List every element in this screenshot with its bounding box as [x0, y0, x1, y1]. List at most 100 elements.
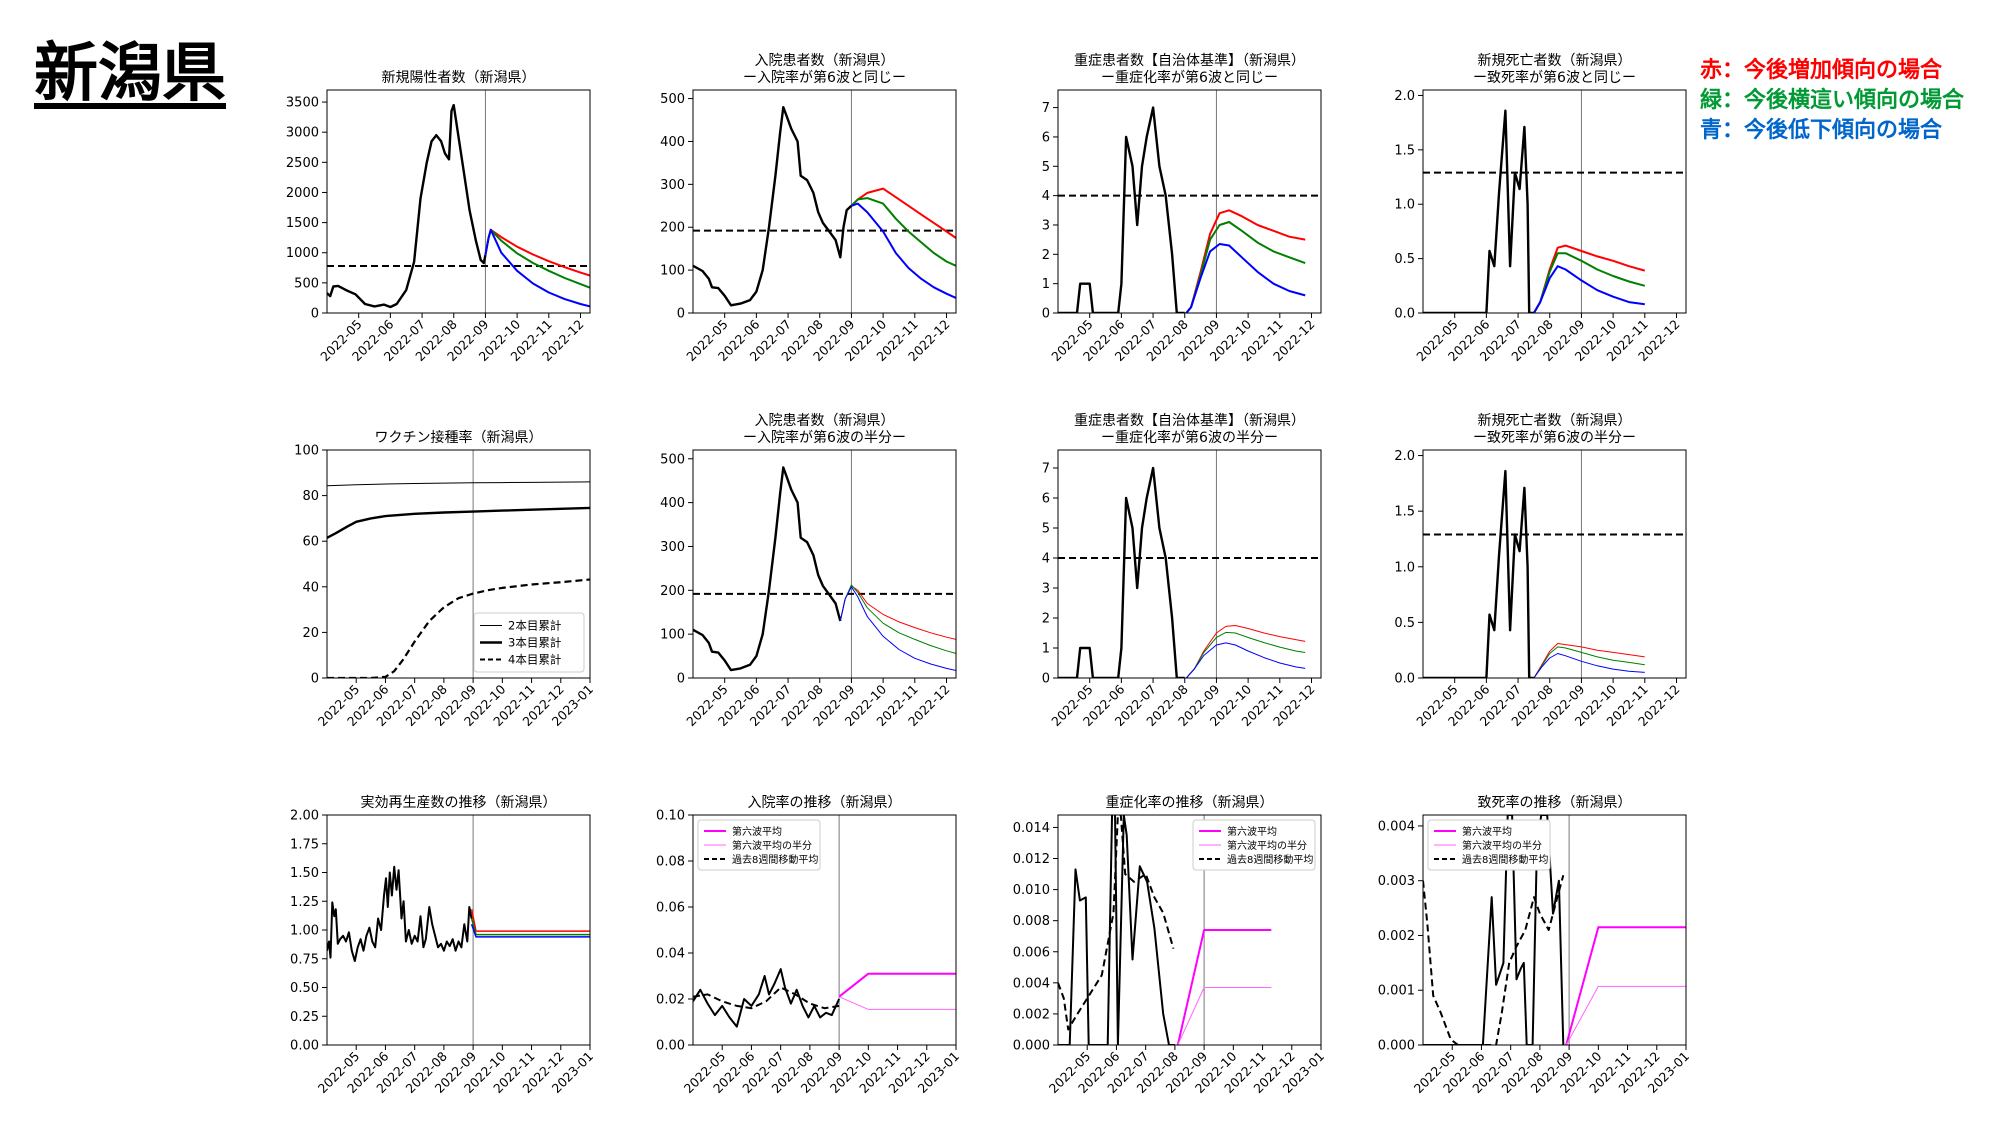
- y-tick-label: 2.0: [1394, 449, 1415, 464]
- y-tick-label: 400: [660, 496, 685, 511]
- y-tick-label: 200: [660, 584, 685, 599]
- y-tick-label: 0.001: [1378, 984, 1415, 999]
- scenario-flat-label: 緑：今後横這い傾向の場合: [1700, 88, 1965, 113]
- chart-title: 致死率の推移（新潟県）: [1478, 794, 1632, 811]
- series-decrease-line: [1533, 653, 1645, 678]
- y-tick-label: 0.00: [290, 1039, 319, 1054]
- y-tick-label: 0.00: [656, 1039, 685, 1054]
- series-actual-line: [1058, 466, 1185, 678]
- plot-frame: [326, 449, 591, 679]
- legend-label: 過去8週間移動平均: [732, 853, 818, 866]
- series-wave6_half-line: [1565, 985, 1686, 1045]
- series-actual-line: [693, 986, 840, 1010]
- chart-title: ー致死率が第6波の半分ー: [1473, 429, 1636, 446]
- y-tick-label: 0.012: [1013, 852, 1050, 867]
- y-tick-label: 1: [1042, 277, 1050, 292]
- series-actual-line: [693, 968, 841, 1028]
- chart-title: ー入院率が第6波の半分ー: [743, 429, 906, 446]
- y-tick-label: 500: [660, 92, 685, 107]
- y-tick-label: 2.0: [1394, 89, 1415, 104]
- legend-label: 過去8週間移動平均: [1227, 853, 1313, 866]
- y-tick-label: 0.08: [656, 855, 685, 870]
- y-tick-label: 2: [1042, 612, 1050, 627]
- y-tick-label: 100: [660, 628, 685, 643]
- y-tick-label: 0.010: [1013, 883, 1050, 898]
- legend-label: 過去8週間移動平均: [1462, 853, 1548, 866]
- chart-title: ー重症化率が第6波の半分ー: [1101, 429, 1278, 446]
- y-tick-label: 0.004: [1013, 976, 1050, 991]
- legend-box: [697, 819, 821, 871]
- series-increase-line: [470, 909, 590, 932]
- chart-hosp_same: 入院患者数（新潟県）ー入院率が第6波と同じー010020030040050020…: [660, 53, 957, 364]
- y-tick-label: 1000: [286, 246, 319, 261]
- y-tick-label: 80: [302, 489, 319, 504]
- legend-label: 第六波平均: [1227, 825, 1277, 838]
- chart-cases: 新規陽性者数（新潟県）05001000150020002500300035002…: [286, 70, 591, 364]
- y-tick-label: 1.25: [290, 895, 319, 910]
- y-tick-label: 4: [1042, 189, 1050, 204]
- chart-title: 新規死亡者数（新潟県）: [1478, 53, 1632, 69]
- y-tick-label: 7: [1042, 462, 1050, 477]
- y-tick-label: 1.75: [290, 837, 319, 852]
- series-wave6-line: [1176, 929, 1272, 1045]
- series-increase-line: [1533, 244, 1646, 313]
- y-tick-label: 6: [1042, 492, 1050, 507]
- y-tick-label: 0.5: [1394, 616, 1415, 631]
- series-actual-line: [327, 103, 487, 309]
- series-decrease-line: [1185, 642, 1306, 678]
- y-tick-label: 0: [311, 307, 319, 322]
- y-tick-label: 0.000: [1378, 1039, 1415, 1054]
- y-tick-label: 60: [302, 535, 319, 550]
- y-tick-label: 6: [1042, 130, 1050, 145]
- y-tick-label: 1.5: [1394, 505, 1415, 520]
- y-tick-label: 0: [677, 672, 685, 687]
- chart-title: 新規死亡者数（新潟県）: [1478, 413, 1632, 429]
- plot-frame: [1422, 449, 1687, 679]
- y-tick-label: 1.0: [1394, 198, 1415, 213]
- y-tick-label: 40: [302, 580, 319, 595]
- y-tick-label: 5: [1042, 522, 1050, 537]
- plot-frame: [326, 814, 591, 1046]
- plot-frame: [692, 89, 957, 314]
- y-tick-label: 0: [677, 307, 685, 322]
- y-tick-label: 0: [311, 672, 319, 687]
- chart-hosp_half: 入院患者数（新潟県）ー入院率が第6波の半分ー010020030040050020…: [660, 413, 957, 729]
- series-decrease-line: [1533, 265, 1645, 313]
- series-flat-line: [470, 918, 590, 936]
- y-tick-label: 0.004: [1378, 819, 1415, 834]
- y-tick-label: 20: [302, 626, 319, 641]
- series-actual-line: [327, 578, 590, 678]
- y-tick-label: 0: [1042, 307, 1050, 322]
- series-wave6_half-line: [1177, 987, 1272, 1045]
- series-actual-line: [1058, 106, 1185, 313]
- y-tick-label: 5: [1042, 160, 1050, 175]
- y-tick-label: 0: [1042, 672, 1050, 687]
- series-actual-line: [327, 506, 590, 539]
- chart-death_half: 新規死亡者数（新潟県）ー致死率が第6波の半分ー0.00.51.01.52.020…: [1394, 413, 1687, 729]
- y-tick-label: 1.0: [1394, 560, 1415, 575]
- chart-title: ー致死率が第6波と同じー: [1473, 69, 1636, 86]
- y-tick-label: 0.003: [1378, 874, 1415, 889]
- plot-frame: [1422, 89, 1687, 314]
- legend-label: 第六波平均: [1462, 825, 1512, 838]
- series-flat-line: [1533, 252, 1646, 313]
- series-decrease-line: [839, 586, 956, 671]
- y-tick-label: 2000: [286, 186, 319, 201]
- y-tick-label: 0.02: [656, 993, 685, 1008]
- legend-label: 第六波平均の半分: [732, 839, 812, 852]
- chart-hosp_rate: 入院率の推移（新潟県）0.000.020.040.060.080.102022-…: [656, 794, 962, 1096]
- y-tick-label: 2500: [286, 156, 319, 171]
- y-tick-label: 0.0: [1394, 307, 1415, 322]
- chart-title: 重症患者数【自治体基準】（新潟県）: [1074, 52, 1305, 69]
- plot-frame: [326, 89, 591, 314]
- y-tick-label: 0.008: [1013, 914, 1050, 929]
- y-tick-label: 1: [1042, 642, 1050, 657]
- chart-title: 重症患者数【自治体基準】（新潟県）: [1074, 412, 1305, 429]
- legend-label: 第六波平均の半分: [1462, 839, 1542, 852]
- y-tick-label: 3: [1042, 582, 1050, 597]
- y-tick-label: 100: [294, 444, 319, 459]
- chart-rt: 実効再生産数の推移（新潟県） 0.00 0.25 0.50 0.75 1.00 1.25 1.…: [290, 795, 596, 1096]
